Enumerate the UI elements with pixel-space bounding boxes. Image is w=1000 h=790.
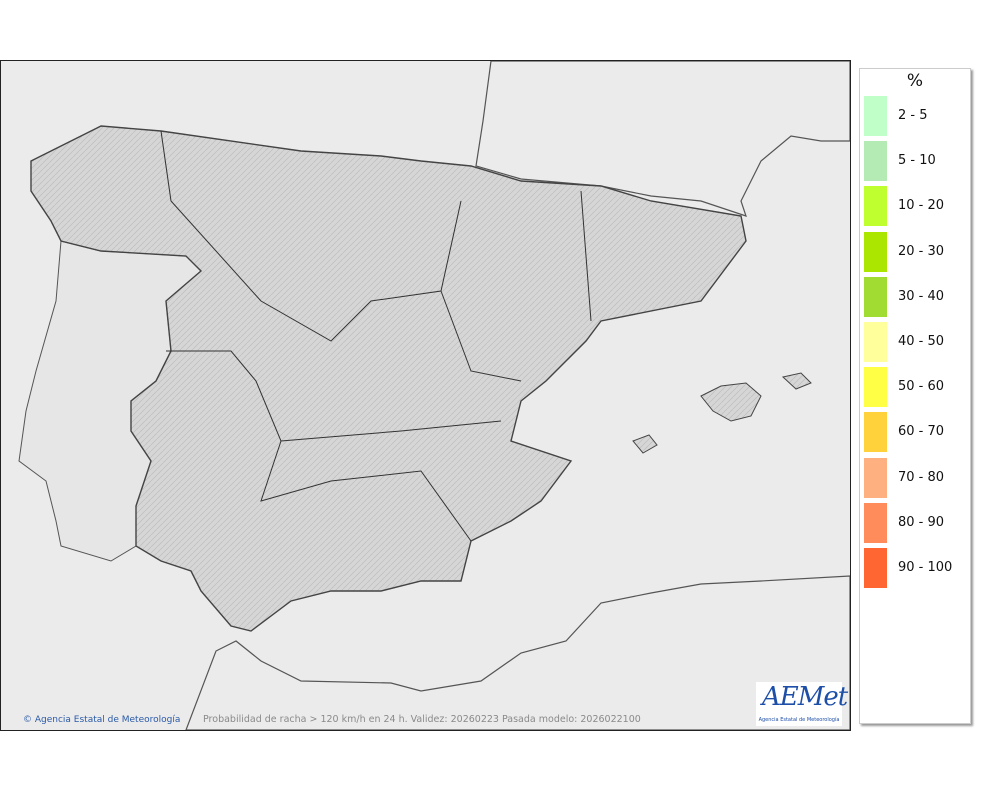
legend-label: 50 - 60	[898, 379, 945, 395]
legend-item: 80 - 90	[864, 502, 970, 548]
ibiza-island	[632, 434, 658, 454]
legend-label: 70 - 80	[898, 469, 945, 485]
legend-swatch	[864, 367, 887, 408]
region-borders	[160, 130, 592, 542]
menorca-island	[781, 372, 812, 390]
legend-swatch	[864, 322, 887, 362]
legend-unit: %	[906, 71, 924, 91]
legend-swatch	[864, 412, 887, 453]
logo-wordmark: AEMet	[762, 682, 848, 712]
legend-label: 90 - 100	[898, 560, 953, 575]
legend-item: 30 - 40	[864, 276, 970, 322]
legend-item: 2 - 5	[864, 96, 970, 141]
legend-label: 2 - 5	[898, 108, 928, 123]
map-canvas	[18, 61, 850, 730]
map-caption: Probabilidad de racha > 120 km/h en 24 h…	[203, 714, 641, 725]
legend-item: 5 - 10	[864, 141, 970, 186]
legend-label: 30 - 40	[898, 288, 945, 304]
legend-label: 80 - 90	[898, 514, 945, 530]
legend-item: 60 - 70	[864, 412, 970, 457]
legend-item: 50 - 60	[864, 367, 970, 412]
legend-label: 40 - 50	[898, 334, 945, 349]
france-land	[475, 61, 850, 217]
legend-item: 10 - 20	[864, 186, 970, 231]
legend-swatch	[864, 276, 887, 317]
spain-land	[30, 125, 747, 632]
legend-swatch	[864, 186, 887, 227]
legend-item: 40 - 50	[864, 322, 970, 367]
africa-land	[185, 575, 850, 730]
legend-swatch	[864, 96, 887, 136]
legend-swatch	[864, 141, 887, 182]
mallorca-island	[700, 382, 762, 422]
copyright-credit[interactable]: © Agencia Estatal de Meteorología	[23, 715, 181, 725]
map-frame[interactable]: © Agencia Estatal de Meteorología Probab…	[0, 60, 851, 731]
aemet-logo: AEMet Agencia Estatal de Meteorología	[756, 682, 848, 726]
legend-label: 60 - 70	[898, 424, 945, 440]
legend-swatch	[864, 548, 887, 588]
legend-item: 20 - 30	[864, 231, 970, 277]
legend-label: 10 - 20	[898, 198, 945, 214]
legend-item: 70 - 80	[864, 457, 970, 503]
legend-panel: % 2 - 5 5 - 10 10 - 20 20 - 30 30 - 40 40 - 5…	[859, 68, 971, 724]
legend-item: 90 - 100	[864, 548, 970, 593]
legend-swatch	[864, 457, 887, 498]
legend-label: 20 - 30	[898, 243, 945, 259]
logo-subtext: Agencia Estatal de Meteorología	[758, 717, 840, 723]
legend-swatch	[864, 231, 887, 272]
legend-swatch	[864, 502, 887, 543]
legend-label: 5 - 10	[898, 153, 936, 169]
